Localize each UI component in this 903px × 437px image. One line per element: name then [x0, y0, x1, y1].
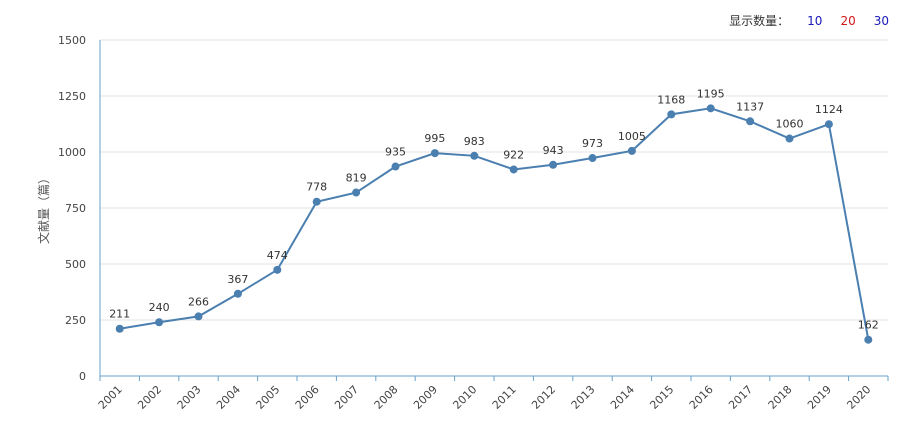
x-tick-label: 2006: [293, 383, 322, 412]
data-label: 162: [858, 319, 879, 332]
data-point: [352, 188, 361, 197]
y-tick-label: 250: [65, 314, 86, 327]
y-axis-label: 文献量（篇）: [36, 172, 51, 244]
x-tick-label: 2004: [214, 383, 243, 412]
data-label: 922: [503, 148, 524, 161]
data-point: [194, 312, 203, 321]
data-label: 1137: [736, 100, 764, 113]
display-count-20-option[interactable]: 20: [840, 13, 856, 28]
x-tick-label: 2005: [253, 383, 282, 412]
data-label: 1195: [697, 87, 725, 100]
data-label: 266: [188, 295, 209, 308]
data-label: 1124: [815, 103, 843, 116]
data-point: [430, 149, 439, 158]
data-label: 819: [346, 172, 367, 185]
display-count-10-option[interactable]: 10: [807, 13, 823, 28]
data-point: [470, 151, 479, 160]
data-point: [667, 110, 676, 119]
data-point: [588, 154, 597, 163]
data-point: [312, 197, 321, 206]
data-point: [115, 324, 124, 333]
display-count-label: 显示数量：: [729, 14, 790, 28]
data-point: [785, 134, 794, 143]
x-tick-label: 2001: [96, 383, 125, 412]
x-tick-label: 2020: [844, 383, 873, 412]
y-tick-label: 1250: [58, 90, 86, 103]
x-tick-label: 2010: [450, 383, 479, 412]
data-point: [391, 162, 400, 171]
x-tick-label: 2009: [411, 383, 440, 412]
x-tick-label: 2012: [529, 383, 558, 412]
x-tick-label: 2007: [332, 383, 361, 412]
x-tick-label: 2019: [805, 383, 834, 412]
data-point: [509, 165, 518, 174]
data-point: [627, 146, 636, 155]
data-label: 474: [267, 249, 288, 262]
data-point: [549, 160, 558, 169]
data-label: 983: [464, 135, 485, 148]
data-label: 778: [306, 181, 327, 194]
x-tick-label: 2016: [687, 383, 716, 412]
data-label: 995: [424, 132, 445, 145]
data-point: [233, 289, 242, 298]
data-label: 935: [385, 146, 406, 159]
data-label: 1005: [618, 130, 646, 143]
data-label: 1060: [776, 118, 804, 131]
x-tick-label: 2011: [490, 383, 519, 412]
data-point: [155, 318, 164, 327]
y-tick-label: 0: [79, 370, 86, 383]
data-point: [746, 117, 755, 126]
display-count-30-option[interactable]: 30: [873, 13, 889, 28]
x-tick-label: 2008: [372, 383, 401, 412]
x-tick-label: 2017: [726, 383, 755, 412]
data-point: [706, 104, 715, 113]
data-point: [864, 335, 873, 344]
y-tick-label: 500: [65, 258, 86, 271]
data-label: 943: [543, 144, 564, 157]
y-tick-label: 1000: [58, 146, 86, 159]
series-line: [119, 107, 870, 340]
x-tick-label: 2002: [135, 383, 164, 412]
x-tick-label: 2013: [569, 383, 598, 412]
data-label: 367: [227, 273, 248, 286]
data-label: 211: [109, 308, 130, 321]
data-point: [273, 265, 282, 274]
x-tick-label: 2014: [608, 383, 637, 412]
x-tick-label: 2018: [766, 383, 795, 412]
data-label: 1168: [657, 93, 685, 106]
display-count-controls: 显示数量： 10 20 30: [729, 12, 889, 29]
data-label: 973: [582, 137, 603, 150]
data-label: 240: [149, 301, 170, 314]
y-tick-label: 1500: [58, 34, 86, 47]
x-tick-label: 2003: [175, 383, 204, 412]
x-tick-label: 2015: [647, 383, 676, 412]
data-point: [824, 120, 833, 129]
y-tick-label: 750: [65, 202, 86, 215]
